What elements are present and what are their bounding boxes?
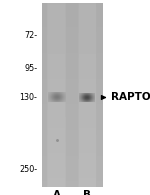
Text: 95-: 95- [24, 64, 38, 73]
Text: 72-: 72- [24, 31, 38, 40]
Text: A: A [53, 190, 61, 195]
Text: RAPTOR: RAPTOR [111, 92, 150, 103]
Text: 130-: 130- [20, 93, 38, 102]
Text: B: B [83, 190, 91, 195]
Text: 250-: 250- [19, 165, 38, 174]
